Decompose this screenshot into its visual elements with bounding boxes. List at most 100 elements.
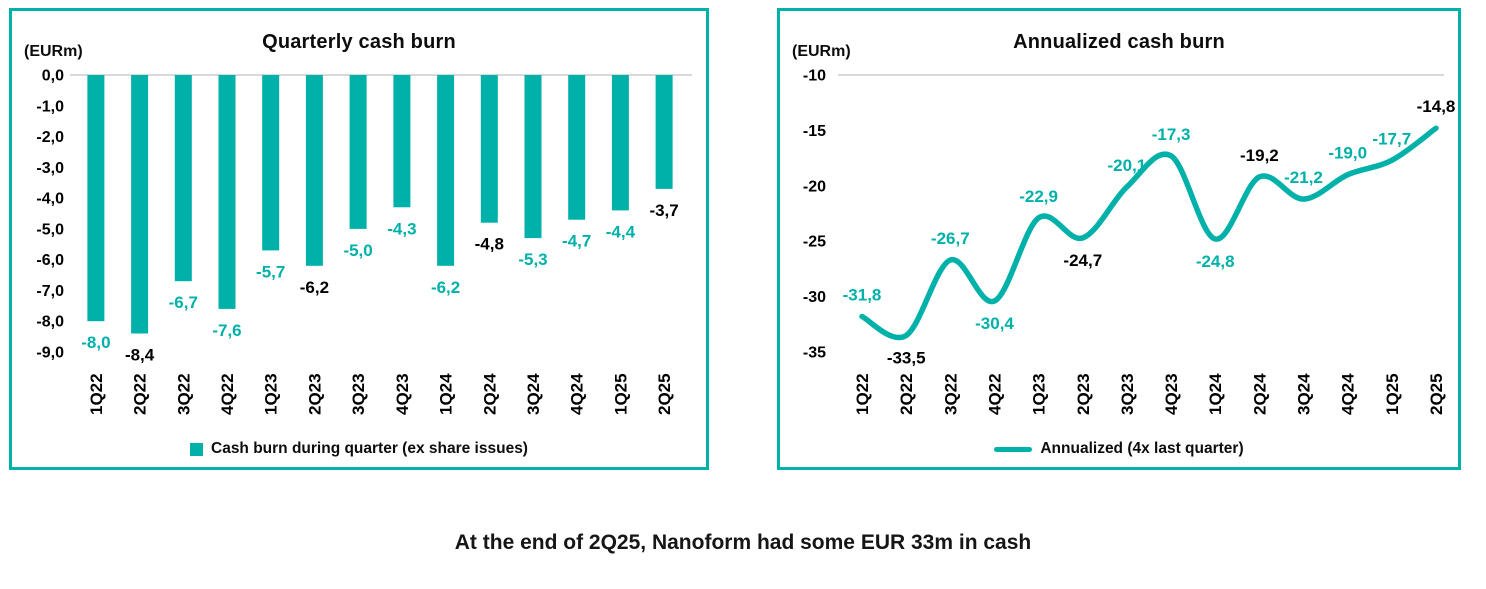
y-axis-unit-label: (EURm) (24, 43, 83, 60)
x-tick-3Q23: 3Q23 (1118, 373, 1137, 415)
x-tick-1Q25: 1Q25 (611, 373, 630, 415)
x-tick-2Q24: 2Q24 (480, 373, 499, 415)
y-tick--7,0: -7,0 (36, 283, 64, 300)
value-label-1Q22: -31,8 (843, 286, 882, 305)
bar-4Q23 (393, 75, 411, 208)
value-label-4Q22: -7,6 (212, 321, 241, 340)
bar-1Q22 (87, 75, 105, 322)
x-tick-3Q22: 3Q22 (941, 373, 960, 415)
x-tick-1Q24: 1Q24 (437, 373, 456, 415)
y-tick--2,0: -2,0 (36, 129, 64, 146)
value-label-4Q23: -17,3 (1152, 125, 1191, 144)
value-label-2Q25: -3,7 (649, 201, 678, 220)
y-tick--35: -35 (803, 345, 826, 362)
x-tick-2Q24: 2Q24 (1250, 373, 1269, 415)
legend-label: Annualized (4x last quarter) (1040, 440, 1244, 457)
value-label-2Q24: -19,2 (1240, 146, 1279, 165)
chart-legend: Cash burn during quarter (ex share issue… (12, 440, 706, 458)
y-tick--25: -25 (803, 234, 826, 251)
y-tick--30: -30 (803, 289, 826, 306)
x-tick-1Q23: 1Q23 (262, 373, 281, 415)
value-label-1Q22: -8,0 (81, 333, 110, 352)
y-axis-unit-label: (EURm) (792, 43, 851, 60)
x-tick-4Q24: 4Q24 (568, 373, 587, 415)
value-label-1Q23: -22,9 (1019, 187, 1058, 206)
y-tick--1,0: -1,0 (36, 98, 64, 115)
annualized-line (859, 125, 1439, 341)
value-label-4Q24: -4,7 (562, 232, 591, 251)
caption-text: At the end of 2Q25, Nanoform had some EU… (454, 531, 1032, 554)
bar-4Q24 (568, 75, 586, 220)
x-tick-1Q22: 1Q22 (853, 373, 872, 415)
value-label-2Q24: -4,8 (475, 235, 504, 254)
x-tick-4Q22: 4Q22 (986, 373, 1005, 415)
x-tick-1Q23: 1Q23 (1030, 373, 1049, 415)
value-label-2Q23: -6,2 (300, 278, 329, 297)
value-label-1Q25: -4,4 (606, 222, 636, 241)
value-label-3Q24: -5,3 (518, 250, 547, 269)
bar-2Q22 (131, 75, 149, 334)
y-tick--3,0: -3,0 (36, 160, 64, 177)
y-tick--6,0: -6,0 (36, 252, 64, 269)
x-tick-2Q22: 2Q22 (131, 373, 150, 415)
y-tick--5,0: -5,0 (36, 221, 64, 238)
y-tick--9,0: -9,0 (36, 345, 64, 362)
bar-2Q23 (305, 75, 323, 266)
value-label-1Q23: -5,7 (256, 262, 285, 281)
legend-square-marker-icon (190, 442, 203, 456)
x-tick-2Q25: 2Q25 (655, 373, 674, 415)
x-tick-4Q23: 4Q23 (393, 373, 412, 415)
value-label-4Q23: -4,3 (387, 219, 416, 238)
bar-chart-canvas: 0,0 -1,0 -2,0 -3,0 -4,0 -5,0 -6,0 -7,0 -8,0 -9,0 1… (36, 68, 692, 415)
y-tick--10: -10 (803, 68, 826, 85)
y-tick--8,0: -8,0 (36, 314, 64, 331)
value-label-3Q24: -21,2 (1284, 168, 1323, 187)
x-tick-4Q24: 4Q24 (1339, 373, 1358, 415)
y-tick--20: -20 (803, 178, 826, 195)
chart-title: Annualized cash burn (1013, 31, 1225, 53)
x-tick-2Q23: 2Q23 (305, 373, 324, 415)
bar-3Q24 (524, 75, 542, 239)
value-label-3Q23: -20,1 (1108, 156, 1147, 175)
value-label-1Q25: -17,7 (1372, 129, 1411, 148)
x-tick-2Q25: 2Q25 (1427, 373, 1446, 415)
line-chart-canvas: -10 -15 -20 -25 -30 -35 1Q22 2Q22 3Q22 4Q22 1Q23 2Q… (803, 68, 1456, 416)
legend-line-marker-icon (994, 446, 1033, 452)
value-label-4Q24: -19,0 (1328, 144, 1367, 163)
y-tick-0,0: 0,0 (42, 68, 64, 85)
value-label-2Q22: -33,5 (887, 348, 926, 367)
y-tick--4,0: -4,0 (36, 191, 64, 208)
bar-1Q24 (437, 75, 455, 266)
quarterly-cash-burn-chart-panel: (EURm) Quarterly cash burn 0,0 -1,0 -2,0 -3… (9, 8, 709, 470)
x-tick-1Q24: 1Q24 (1206, 373, 1225, 415)
y-tick--15: -15 (803, 123, 826, 140)
value-label-3Q23: -5,0 (343, 241, 372, 260)
bar-2Q24 (480, 75, 498, 223)
bar-1Q25 (611, 75, 629, 211)
x-tick-2Q22: 2Q22 (897, 373, 916, 415)
chart-title: Quarterly cash burn (262, 31, 456, 53)
x-tick-3Q23: 3Q23 (349, 373, 368, 415)
x-tick-4Q23: 4Q23 (1162, 373, 1181, 415)
value-label-3Q22: -26,7 (931, 229, 970, 248)
value-label-3Q22: -6,7 (169, 293, 198, 312)
value-label-2Q22: -8,4 (125, 346, 155, 365)
bar-1Q23 (262, 75, 280, 251)
x-tick-1Q22: 1Q22 (87, 373, 106, 415)
bar-4Q22 (218, 75, 236, 309)
legend-label: Cash burn during quarter (ex share issue… (211, 440, 528, 457)
x-tick-3Q22: 3Q22 (174, 373, 193, 415)
value-label-2Q25: -14,8 (1417, 97, 1456, 116)
bar-3Q23 (349, 75, 367, 229)
chart-legend: Annualized (4x last quarter) (780, 440, 1458, 458)
bar-2Q25 (655, 75, 673, 189)
value-label-4Q22: -30,4 (975, 314, 1014, 333)
bar-3Q22 (174, 75, 192, 282)
x-tick-1Q25: 1Q25 (1383, 373, 1402, 415)
value-label-1Q24: -24,8 (1196, 252, 1235, 271)
x-tick-3Q24: 3Q24 (524, 373, 543, 415)
annualized-cash-burn-chart-panel: (EURm) Annualized cash burn -10 -15 -20 -25… (777, 8, 1461, 470)
value-label-2Q23: -24,7 (1063, 251, 1102, 270)
value-label-1Q24: -6,2 (431, 278, 460, 297)
